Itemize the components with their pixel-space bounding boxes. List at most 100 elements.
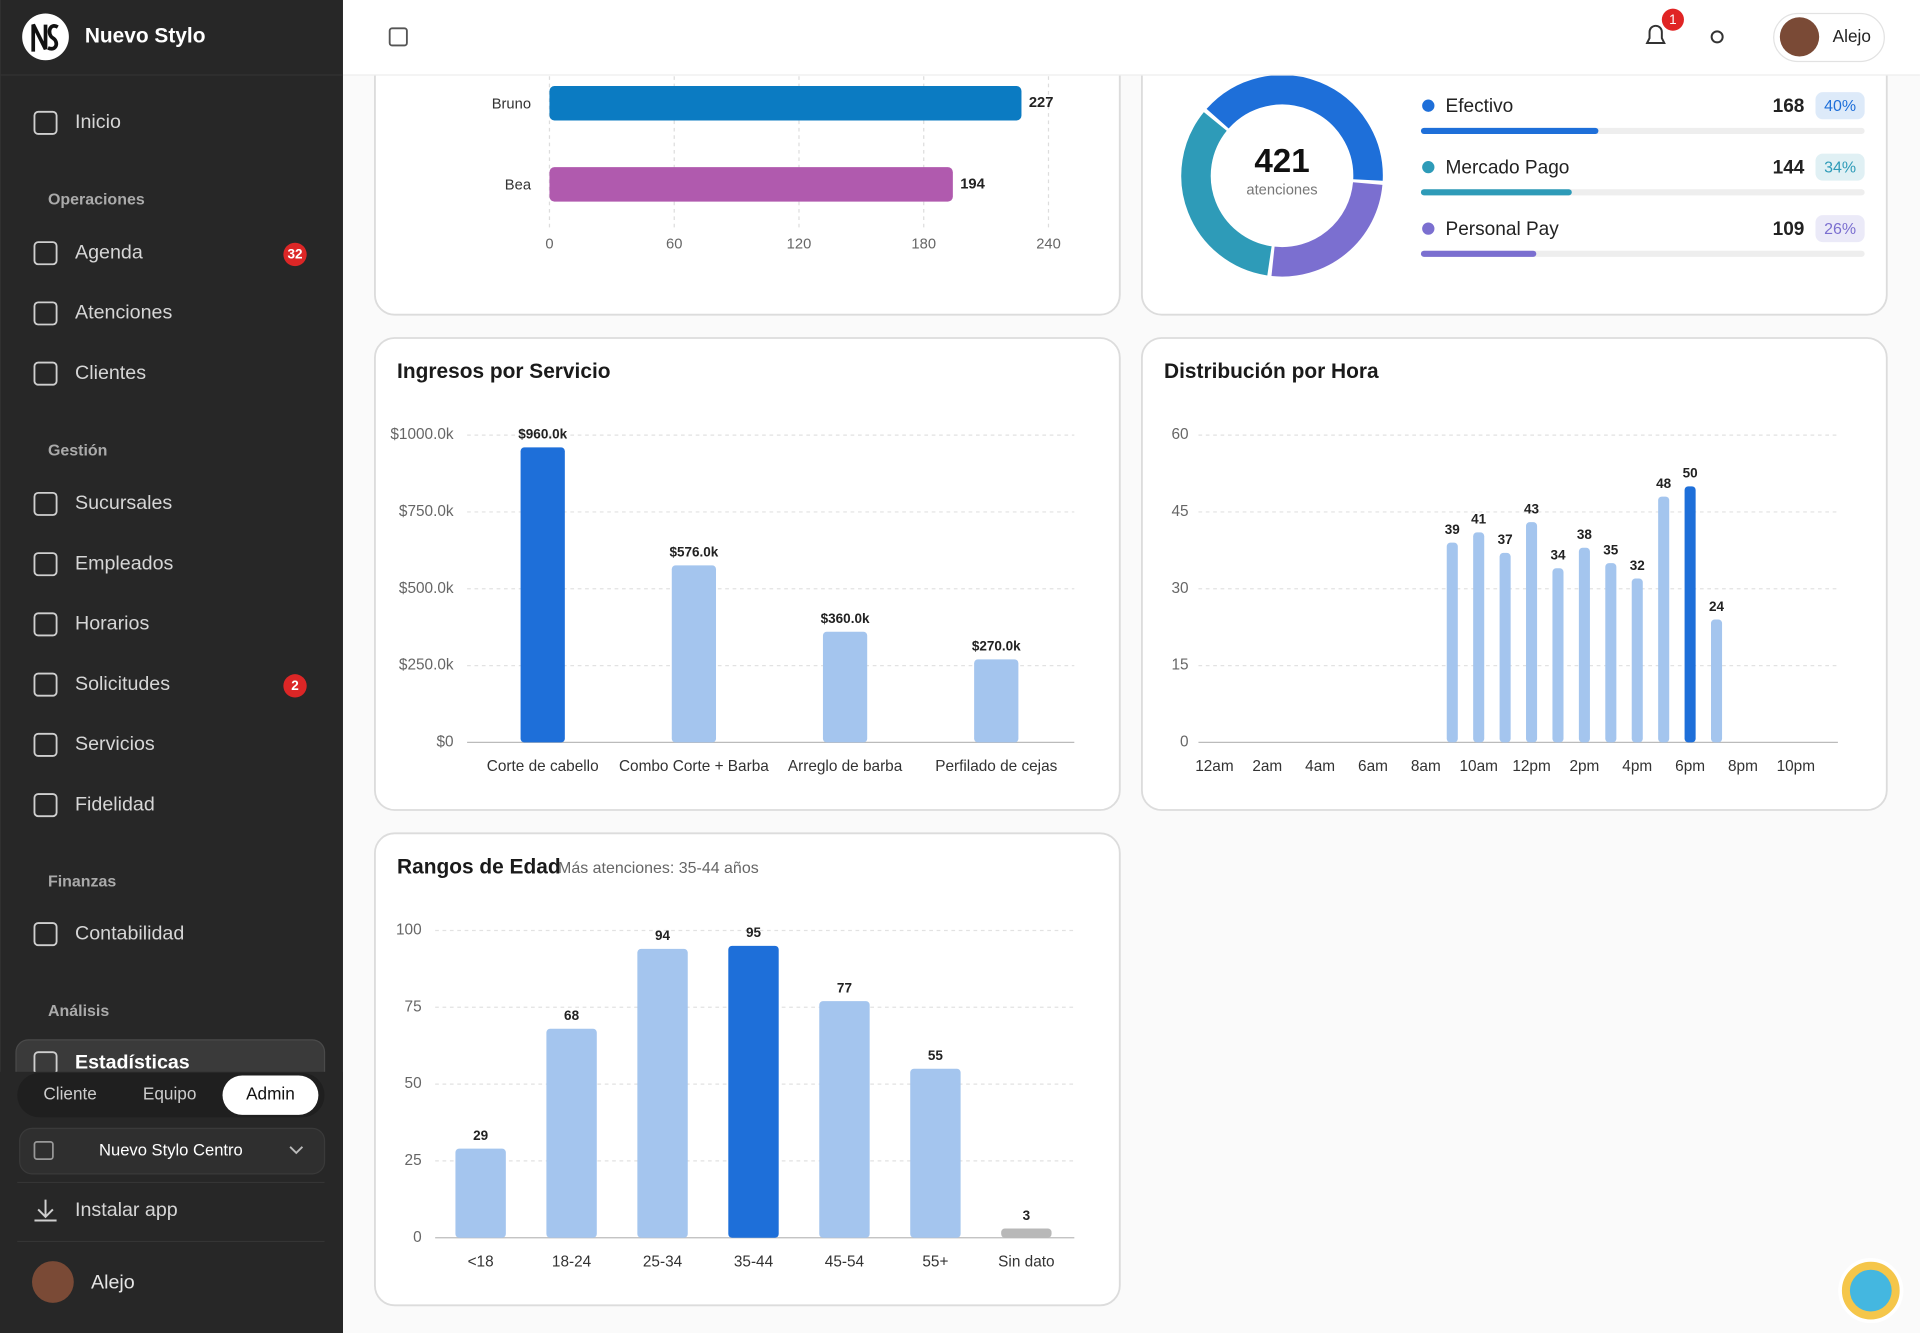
legend-name: Mercado Pago [1446, 157, 1570, 178]
install-app[interactable]: Instalar app [75, 1199, 178, 1221]
role-tab[interactable]: Equipo [143, 1084, 197, 1104]
x-tick-label: <18 [468, 1253, 494, 1270]
y-tick-label: $250.0k [399, 657, 454, 674]
bar [520, 447, 565, 743]
nav-item[interactable]: Fidelidad [75, 793, 155, 815]
header-bg [342, 0, 1920, 75]
bar [549, 167, 953, 202]
nav-item[interactable]: Agenda [75, 241, 143, 263]
x-tick-label: 12pm [1512, 758, 1550, 775]
nav-section: Gestión [48, 442, 107, 459]
brand: Nuevo Stylo [85, 24, 206, 47]
x-tick-label: 180 [911, 236, 936, 252]
nav-item[interactable]: Sucursales [75, 492, 172, 514]
bar [819, 1001, 870, 1238]
value-label: 34 [1550, 548, 1566, 563]
sidebar-toggle[interactable] [388, 27, 408, 47]
value-label: 29 [473, 1128, 489, 1143]
role-active[interactable] [222, 1075, 319, 1115]
nav-item[interactable]: Horarios [75, 613, 149, 635]
bar [1605, 563, 1617, 743]
value-label: 24 [1709, 599, 1725, 614]
bar [1684, 486, 1696, 743]
y-tick-label: $500.0k [399, 580, 454, 597]
category-label: Bruno [492, 96, 531, 112]
bar [728, 945, 779, 1238]
x-tick-label: 10pm [1777, 758, 1815, 775]
nav-item[interactable]: Contabilidad [75, 922, 184, 944]
value-label: 77 [837, 980, 852, 995]
y-tick-label: 0 [1180, 733, 1189, 750]
bar [1658, 496, 1670, 743]
y-tick-label: $1000.0k [390, 426, 454, 443]
role-tab[interactable]: Admin [246, 1084, 295, 1104]
x-tick-label: 4am [1305, 758, 1335, 775]
x-tick-label: 0 [545, 236, 553, 252]
x-tick-label: 25-34 [643, 1253, 683, 1270]
percent-pill [1815, 215, 1865, 243]
legend-value: 109 [1773, 219, 1805, 240]
donut-segment [1181, 112, 1273, 276]
notification-count: 1 [1669, 12, 1677, 27]
bar [1552, 568, 1564, 743]
percent-label: 26% [1824, 221, 1856, 238]
nav-item[interactable]: Estadísticas [75, 1051, 190, 1073]
chart-title: Ingresos por Servicio [397, 360, 610, 383]
branch-select[interactable] [19, 1127, 326, 1175]
avatar [32, 1261, 74, 1303]
value-label: 41 [1471, 512, 1487, 527]
nav-icon [33, 241, 58, 266]
sidebar: Nuevo Stylo Inicio Operaciones Agenda 32 Ate… [0, 0, 343, 1333]
nav-item[interactable]: Inicio [75, 111, 121, 133]
value-label: 48 [1656, 476, 1672, 491]
nav-badge-count: 32 [288, 247, 303, 262]
x-tick-label: 4pm [1622, 758, 1652, 775]
y-tick-label: 25 [405, 1152, 422, 1169]
percent-label: 34% [1824, 160, 1856, 177]
chart-title: Distribución por Hora [1164, 360, 1379, 383]
x-tick-label: 6am [1358, 758, 1388, 775]
nav-icon [33, 552, 58, 577]
x-tick-label: 240 [1036, 236, 1061, 252]
role-tab[interactable]: Cliente [43, 1084, 97, 1104]
value-label: 35 [1603, 542, 1619, 557]
donut-total: 421 [1254, 143, 1309, 180]
category-label: Bea [505, 177, 532, 193]
notification-badge [1661, 8, 1684, 31]
x-tick-label: 35-44 [734, 1253, 774, 1270]
nav-icon [33, 732, 58, 757]
x-tick-label: 2pm [1569, 758, 1599, 775]
nav-item[interactable]: Servicios [75, 733, 155, 755]
nav-item[interactable]: Clientes [75, 362, 146, 384]
value-label: 55 [928, 1048, 944, 1063]
user-name[interactable]: Alejo [91, 1271, 135, 1293]
bar [974, 659, 1019, 743]
avatar [1779, 17, 1820, 57]
progress-bar [1420, 127, 1599, 134]
install-icon [34, 1199, 57, 1222]
value-label: $270.0k [972, 639, 1021, 654]
bell-icon[interactable] [1645, 24, 1666, 45]
nav-badge [283, 242, 307, 267]
nav-icon [33, 922, 58, 947]
x-tick-label: 55+ [922, 1253, 948, 1270]
nav-item[interactable]: Solicitudes [75, 673, 170, 695]
y-tick-label: 0 [413, 1229, 422, 1246]
y-tick-label: 30 [1172, 580, 1189, 597]
chart-title: Rangos de Edad [397, 855, 561, 878]
floating-icon-inner [1849, 1269, 1892, 1312]
theme-icon[interactable] [1710, 30, 1724, 44]
x-tick-label: Perfilado de cejas [935, 758, 1057, 775]
x-tick-label: 120 [787, 236, 812, 252]
legend-value: 168 [1773, 96, 1805, 117]
value-label: 68 [564, 1008, 580, 1023]
bar [455, 1148, 506, 1238]
percent-pill [1815, 153, 1865, 181]
value-label: 39 [1445, 522, 1461, 537]
x-tick-label: 60 [666, 236, 682, 252]
nav-item[interactable]: Atenciones [75, 302, 172, 324]
x-tick-label: Arreglo de barba [788, 758, 903, 775]
branch-icon [33, 1141, 54, 1160]
nav-item[interactable]: Empleados [75, 552, 174, 574]
